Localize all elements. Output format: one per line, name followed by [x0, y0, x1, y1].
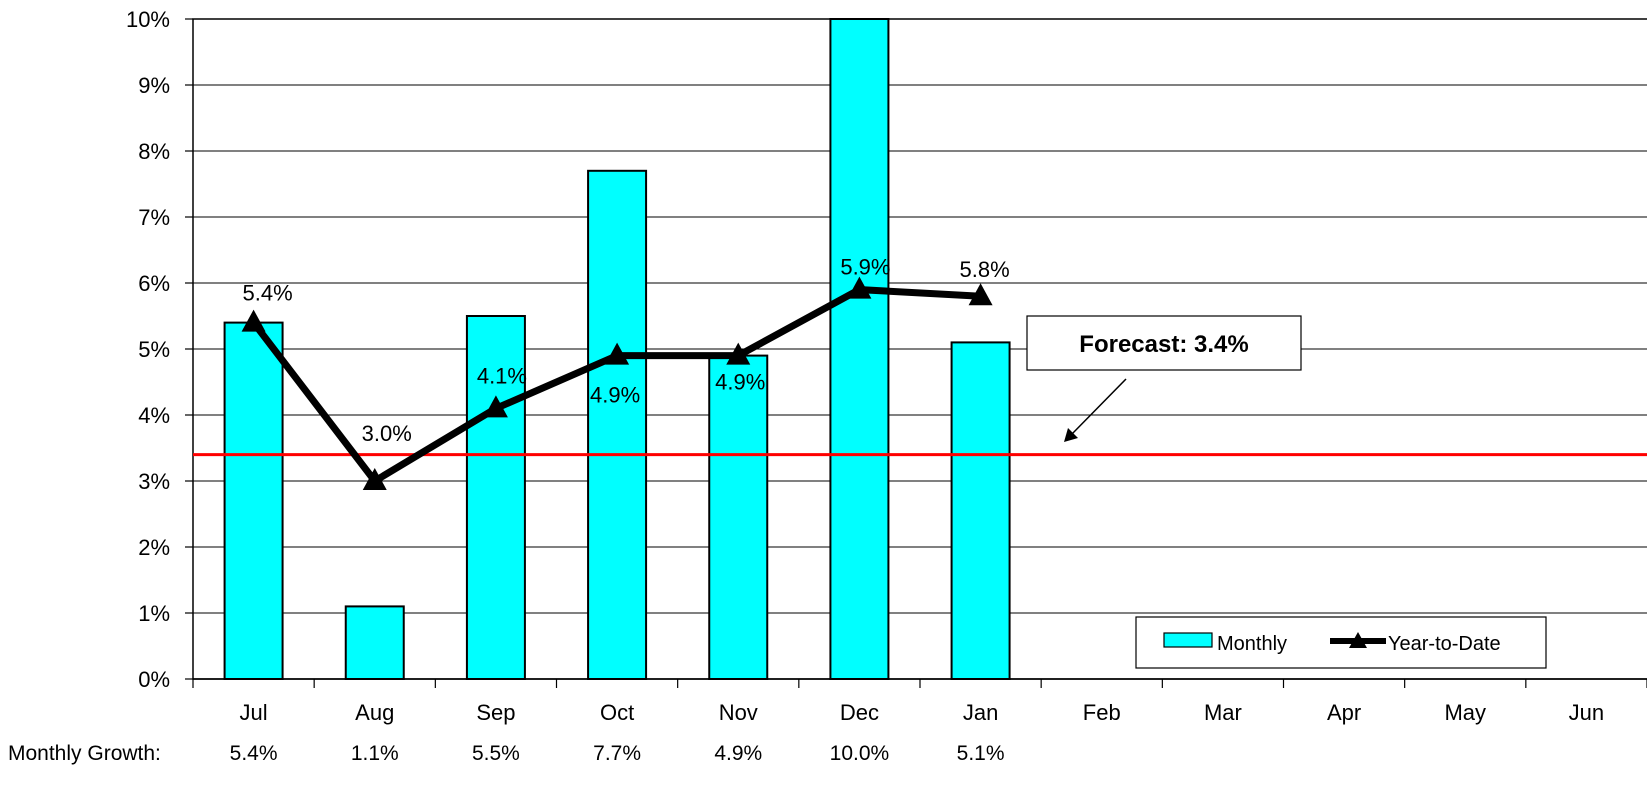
x-tick-label: Mar [1204, 700, 1242, 725]
legend-ytd-label: Year-to-Date [1388, 633, 1501, 655]
ytd-marker [483, 395, 508, 418]
ytd-marker [968, 283, 993, 306]
ytd-marker [241, 309, 266, 332]
y-tick-label: 3% [138, 469, 170, 494]
y-tick-label: 5% [138, 337, 170, 362]
x-tick-label: Jul [240, 700, 268, 725]
legend-monthly-label: Monthly [1217, 633, 1287, 655]
x-tick-label: Sep [476, 700, 515, 725]
legend: Monthly Year-to-Date [1135, 616, 1547, 669]
x-tick-label: Jun [1569, 700, 1604, 725]
monthly-growth-value: 5.5% [472, 742, 520, 765]
forecast-arrow [1070, 378, 1127, 436]
forecast-callout: Forecast: 3.4% [1026, 315, 1302, 442]
ytd-marker [726, 342, 751, 365]
monthly-growth-label: Monthly Growth: [8, 742, 161, 765]
ytd-data-label: 3.0% [362, 421, 412, 446]
forecast-box [1026, 315, 1302, 371]
monthly-bar [950, 341, 1011, 680]
monthly-bar [344, 605, 405, 681]
legend-monthly-swatch [1163, 632, 1213, 648]
x-tick-label: Apr [1327, 700, 1361, 725]
monthly-bar [223, 321, 284, 680]
ytd-data-label: 4.1% [477, 363, 527, 388]
monthly-bar [587, 169, 648, 681]
y-tick-label: 2% [138, 535, 170, 560]
y-tick-label: 8% [138, 139, 170, 164]
y-tick-label: 7% [138, 205, 170, 230]
ytd-data-label: 5.4% [243, 281, 293, 306]
ytd-data-label: 4.9% [715, 370, 765, 395]
x-tick-label: Nov [719, 700, 758, 725]
x-tick-label: Jan [963, 700, 998, 725]
forecast-arrowhead [1064, 428, 1078, 442]
x-tick-label: Feb [1083, 700, 1121, 725]
monthly-growth-value: 7.7% [593, 742, 641, 765]
y-tick-label: 0% [138, 667, 170, 692]
ytd-marker [362, 468, 387, 490]
ytd-data-label: 5.8% [960, 257, 1010, 282]
y-tick-label: 9% [138, 73, 170, 98]
x-tick-label: Oct [600, 700, 634, 725]
ytd-data-label: 4.9% [590, 383, 640, 408]
ytd-marker [847, 276, 872, 299]
monthly-growth-value: 10.0% [830, 742, 890, 765]
y-tick-label: 6% [138, 271, 170, 296]
ytd-line [241, 276, 993, 490]
ytd-data-labels: 5.4% 3.0% 4.1% 4.9% 4.9% 5.9% 5.8% [243, 255, 1010, 446]
monthly-growth-row: Monthly Growth: 5.4% 1.1% 5.5% 7.7% 4.9% 10.0… [8, 742, 1005, 765]
legend-ytd-marker [1349, 632, 1367, 648]
x-axis: Jul Aug Sep Oct Nov Dec Jan Feb Mar Apr May Jun [192, 678, 1647, 725]
x-tick-label: Dec [840, 700, 879, 725]
y-axis: 0% 1% 2% 3% 4% 5% 6% 7% 8% 9% 10% [126, 7, 193, 692]
monthly-bar [829, 18, 890, 680]
monthly-bar [708, 354, 769, 680]
ytd-data-label: 5.9% [840, 255, 890, 280]
monthly-growth-value: 1.1% [351, 742, 399, 765]
x-tick-label: Aug [355, 700, 394, 725]
monthly-growth-value: 5.4% [230, 742, 278, 765]
forecast-label: Forecast: 3.4% [1079, 331, 1248, 358]
ytd-marker [605, 342, 630, 365]
gridlines [193, 18, 1647, 614]
y-tick-label: 10% [126, 7, 170, 32]
y-tick-label: 1% [138, 601, 170, 626]
monthly-growth-value: 5.1% [957, 742, 1005, 765]
monthly-growth-value: 4.9% [714, 742, 762, 765]
y-tick-label: 4% [138, 403, 170, 428]
x-tick-label: May [1444, 700, 1486, 725]
